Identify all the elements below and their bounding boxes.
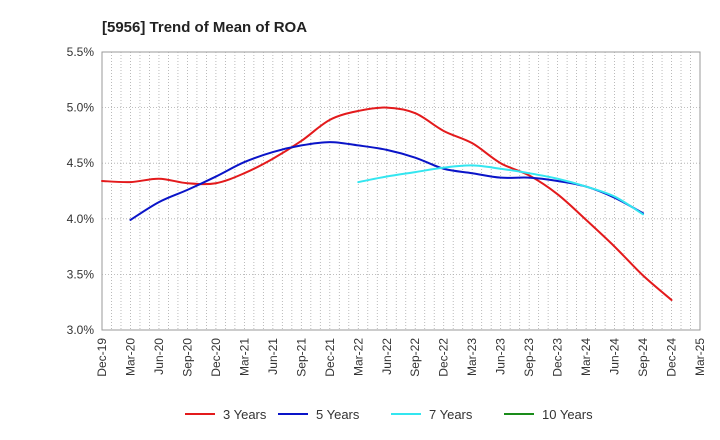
y-tick-label: 5.5% (67, 45, 95, 59)
chart-title: [5956] Trend of Mean of ROA (102, 19, 307, 36)
x-tick-label: Mar-22 (351, 338, 365, 376)
legend: 3 Years 5 Years 7 Years 10 Years (185, 407, 593, 422)
x-tick-label: Jun-24 (608, 338, 622, 375)
x-tick-label: Dec-23 (551, 338, 565, 377)
y-tick-label: 4.5% (67, 156, 95, 170)
x-axis-ticks: Dec-19 Mar-20 Jun-20 Sep-20 Dec-20 Mar-21 Jun-… (95, 338, 707, 377)
y-tick-label: 3.5% (67, 267, 95, 281)
x-tick-label: Mar-25 (693, 338, 707, 376)
x-tick-label: Jun-21 (266, 338, 280, 375)
y-tick-label: 4.0% (67, 212, 95, 226)
x-tick-label: Dec-22 (437, 338, 451, 377)
y-tick-label: 3.0% (67, 323, 95, 337)
y-tick-label: 5.0% (67, 101, 95, 115)
x-tick-label: Sep-23 (522, 338, 536, 377)
x-tick-label: Mar-21 (237, 338, 251, 376)
x-tick-label: Sep-21 (294, 338, 308, 377)
x-tick-label: Sep-20 (180, 338, 194, 377)
legend-label-3-years: 3 Years (223, 407, 267, 422)
x-tick-label: Jun-20 (152, 338, 166, 375)
x-tick-label: Sep-24 (636, 338, 650, 377)
x-tick-label: Mar-24 (579, 338, 593, 376)
x-tick-label: Mar-20 (123, 338, 137, 376)
legend-label-10-years: 10 Years (542, 407, 593, 422)
grid-layer (102, 52, 700, 330)
legend-label-5-years: 5 Years (316, 407, 360, 422)
series-layer (101, 106, 673, 301)
x-tick-label: Jun-22 (380, 338, 394, 375)
x-tick-label: Dec-20 (209, 338, 223, 377)
series-line-5-years (129, 141, 645, 221)
x-tick-label: Mar-23 (465, 338, 479, 376)
series-line-7-years (357, 164, 645, 216)
y-axis-ticks: 3.0% 3.5% 4.0% 4.5% 5.0% 5.5% (67, 45, 95, 337)
x-tick-label: Dec-24 (665, 338, 679, 377)
x-tick-label: Jun-23 (494, 338, 508, 375)
x-tick-label: Dec-19 (95, 338, 109, 377)
x-tick-label: Dec-21 (323, 338, 337, 377)
legend-label-7-years: 7 Years (429, 407, 473, 422)
x-tick-label: Sep-22 (408, 338, 422, 377)
series-line-3-years (101, 106, 673, 301)
plot-area (101, 51, 701, 331)
